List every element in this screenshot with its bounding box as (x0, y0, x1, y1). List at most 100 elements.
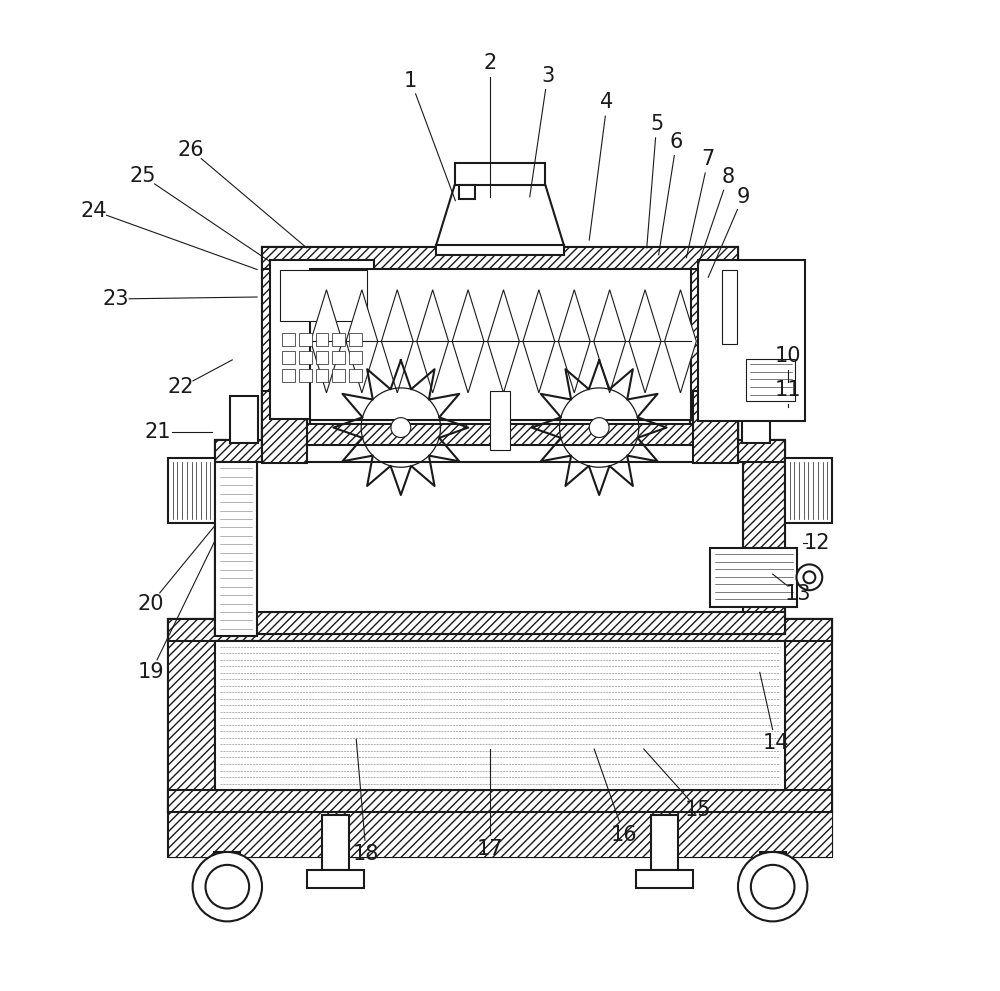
Text: 18: 18 (353, 844, 379, 864)
Bar (282, 333, 295, 346)
Bar (316, 333, 328, 346)
Bar (215, 612, 785, 634)
Text: 15: 15 (685, 800, 712, 820)
Bar (299, 351, 312, 364)
Bar (262, 247, 738, 269)
Bar (332, 351, 345, 364)
Text: 4: 4 (600, 92, 614, 112)
Bar (168, 619, 832, 813)
Text: 22: 22 (167, 378, 194, 397)
Bar (257, 462, 743, 612)
Bar (280, 270, 367, 321)
Bar (214, 852, 240, 890)
Text: 10: 10 (774, 346, 801, 366)
Bar (332, 333, 345, 346)
Circle shape (391, 417, 411, 437)
Bar (322, 816, 349, 870)
Bar (785, 619, 832, 813)
Bar (262, 247, 738, 445)
Polygon shape (665, 289, 696, 392)
Bar (316, 351, 328, 364)
Bar (262, 423, 738, 445)
Polygon shape (488, 289, 519, 392)
Text: 11: 11 (774, 381, 801, 400)
Text: 7: 7 (702, 150, 715, 169)
Polygon shape (452, 289, 484, 392)
Bar (693, 390, 738, 463)
Bar (436, 245, 564, 255)
Bar (742, 395, 770, 443)
Circle shape (738, 852, 807, 922)
Bar (490, 390, 510, 450)
Bar (168, 791, 832, 813)
Bar (746, 359, 795, 400)
Text: 19: 19 (138, 662, 164, 683)
Bar (690, 247, 738, 445)
Polygon shape (311, 289, 342, 392)
Bar (215, 440, 785, 634)
Bar (282, 351, 295, 364)
Bar (168, 458, 215, 523)
Text: 23: 23 (102, 289, 129, 309)
Bar (299, 369, 312, 382)
Text: 9: 9 (736, 186, 750, 207)
Bar (310, 269, 691, 419)
Text: 3: 3 (541, 65, 554, 86)
Bar (215, 462, 257, 636)
Bar (722, 270, 737, 344)
Bar (710, 548, 797, 607)
Text: 5: 5 (650, 114, 663, 134)
Bar (168, 619, 215, 813)
Polygon shape (558, 289, 590, 392)
Polygon shape (381, 289, 413, 392)
Bar (270, 260, 374, 418)
Text: 2: 2 (483, 54, 497, 73)
Bar (168, 813, 832, 857)
Text: 26: 26 (177, 140, 204, 160)
Circle shape (796, 565, 822, 591)
Text: 1: 1 (404, 70, 417, 91)
Bar (262, 390, 307, 463)
Bar (349, 333, 362, 346)
Polygon shape (417, 289, 449, 392)
Bar (299, 333, 312, 346)
Bar (455, 163, 545, 184)
Text: 24: 24 (80, 200, 107, 221)
Bar (215, 440, 785, 462)
Circle shape (803, 572, 815, 584)
Polygon shape (346, 289, 378, 392)
Bar (349, 351, 362, 364)
Text: 21: 21 (145, 421, 171, 442)
Circle shape (589, 417, 609, 437)
Text: 6: 6 (670, 132, 683, 152)
Polygon shape (629, 289, 661, 392)
Bar (316, 369, 328, 382)
Bar (168, 619, 832, 641)
Bar (349, 369, 362, 382)
Text: 13: 13 (784, 584, 811, 604)
Bar (332, 369, 345, 382)
Bar (262, 390, 738, 463)
Bar (459, 184, 475, 198)
Circle shape (205, 865, 249, 909)
Text: 17: 17 (477, 839, 503, 859)
Text: 25: 25 (130, 166, 156, 186)
Bar (636, 870, 693, 888)
Bar (215, 641, 785, 791)
Circle shape (193, 852, 262, 922)
Bar (698, 260, 805, 420)
Bar (743, 440, 785, 634)
Bar (262, 247, 310, 445)
Text: 12: 12 (804, 533, 831, 553)
Text: 16: 16 (611, 825, 637, 844)
Bar (760, 852, 786, 890)
Bar (307, 870, 364, 888)
Bar (785, 458, 832, 523)
Bar (215, 440, 257, 634)
Text: 20: 20 (138, 594, 164, 613)
Bar (168, 813, 832, 857)
Text: 8: 8 (722, 167, 735, 187)
Bar (651, 816, 678, 870)
Bar (230, 395, 258, 443)
Text: 14: 14 (762, 733, 789, 753)
